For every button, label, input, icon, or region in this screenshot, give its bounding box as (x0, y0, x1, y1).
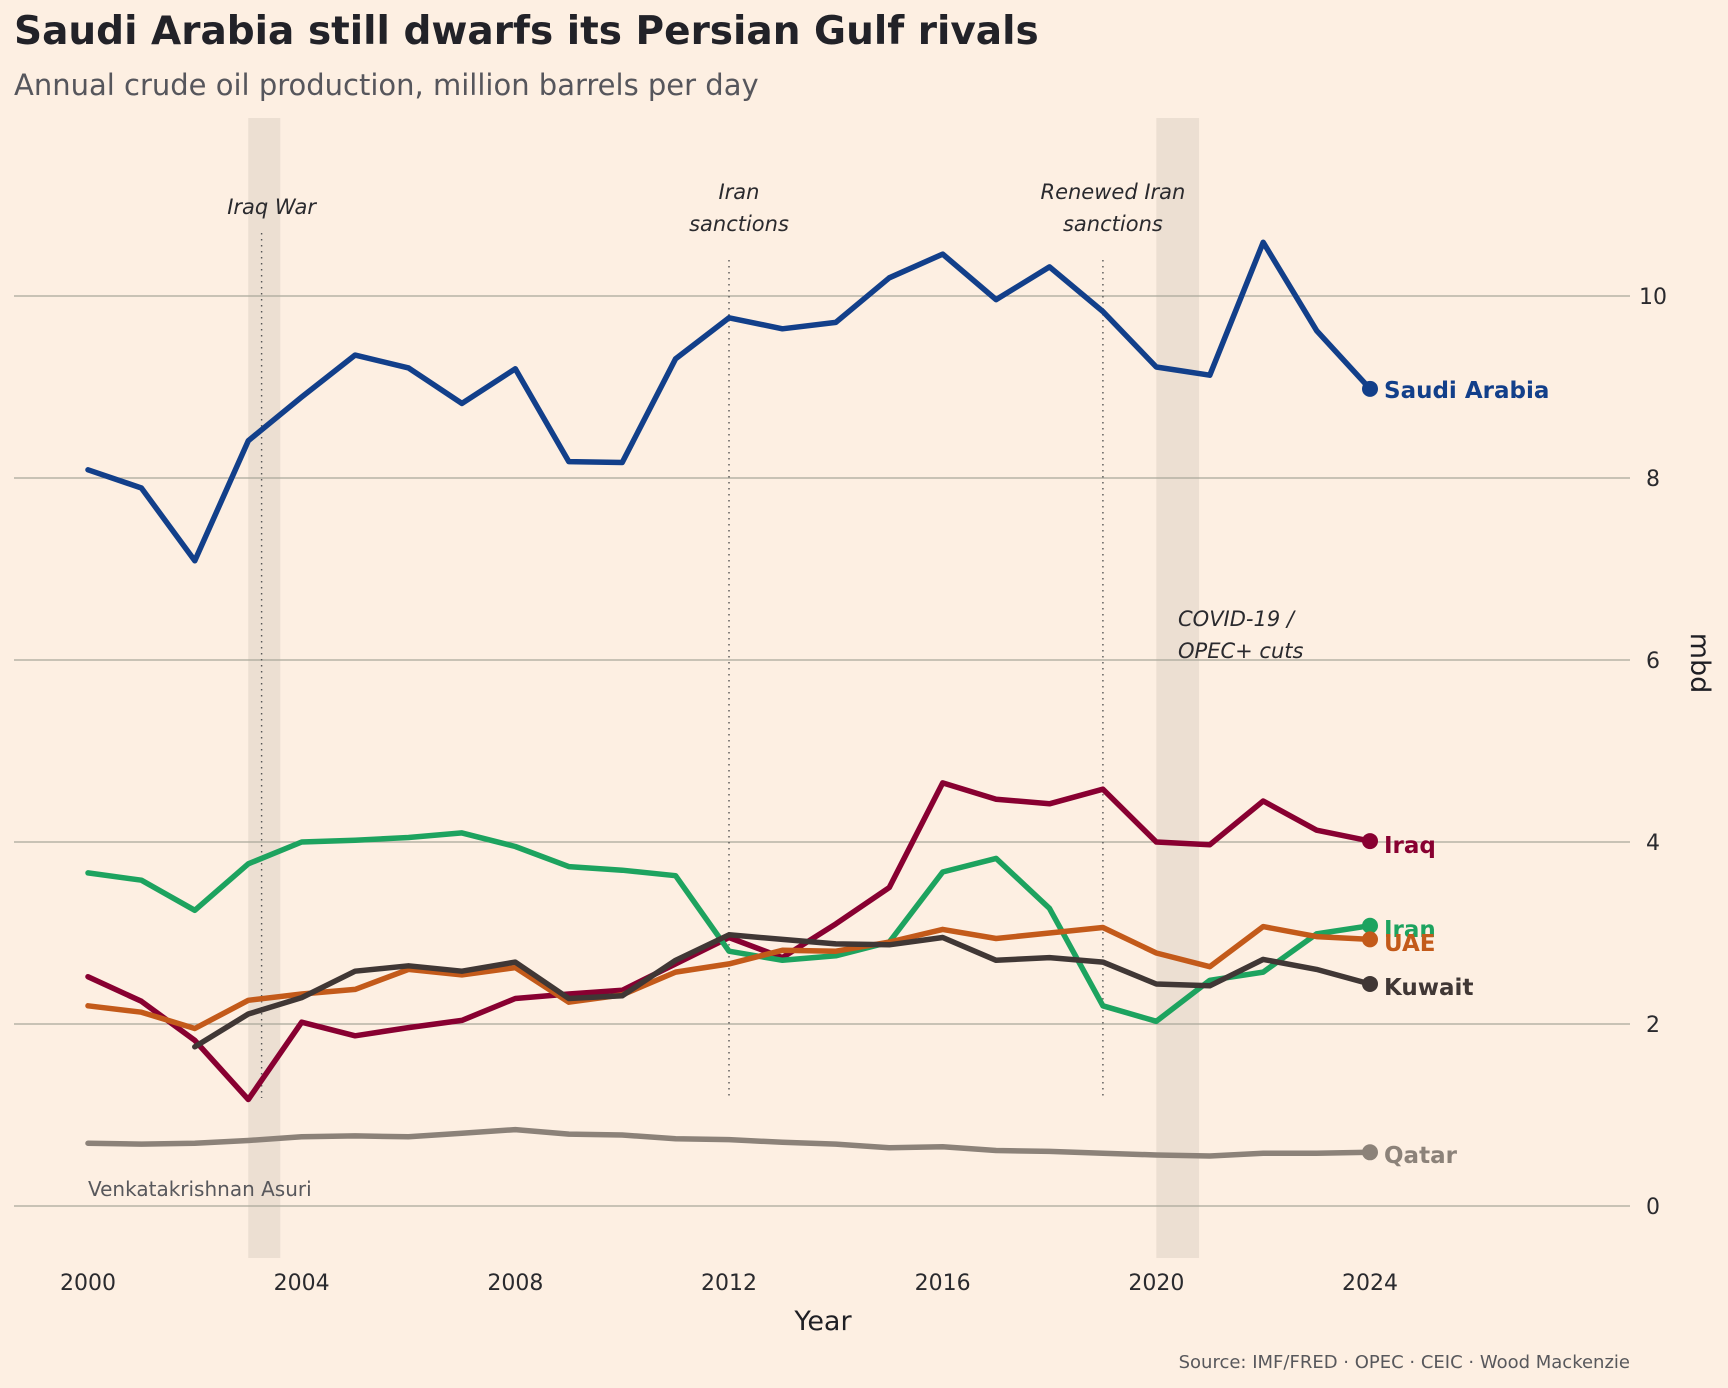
end-marker-qatar (1362, 1144, 1378, 1161)
shaded-period-label-1: COVID-19 /OPEC+ cuts (1178, 607, 1303, 663)
x-tick-label-2008: 2008 (487, 1271, 543, 1296)
y-tick-label-10: 10 (1639, 285, 1667, 310)
x-tick-label-2012: 2012 (701, 1271, 757, 1296)
chart-title: Saudi Arabia still dwarfs its Persian Gu… (14, 9, 1039, 54)
end-marker-saudi-arabia (1362, 380, 1378, 397)
series-label-uae: UAE (1384, 931, 1435, 957)
y-tick-label-4: 4 (1646, 831, 1660, 856)
y-tick-label-8: 8 (1646, 467, 1660, 492)
end-marker-iraq (1362, 833, 1378, 850)
end-marker-iran (1362, 917, 1378, 934)
source-note: Source: IMF/FRED · OPEC · CEIC · Wood Ma… (1179, 1352, 1630, 1373)
series-label-iraq: Iraq (1384, 833, 1436, 859)
series-line-kuwait (192, 932, 1373, 1050)
x-axis-title: Year (793, 1306, 852, 1337)
x-tick-label-2016: 2016 (915, 1271, 971, 1296)
series-label-qatar: Qatar (1384, 1143, 1458, 1169)
series-line-uae (85, 923, 1373, 1032)
series-label-iran: Iran (1384, 917, 1436, 943)
event-label-0: Iraq War (227, 195, 317, 219)
series-line-qatar (85, 1126, 1373, 1159)
y-tick-label-0: 0 (1646, 1195, 1660, 1220)
end-marker-uae (1362, 931, 1378, 948)
x-tick-label-2020: 2020 (1128, 1271, 1184, 1296)
x-tick-label-2004: 2004 (274, 1271, 330, 1296)
shaded-period-1 (1156, 118, 1200, 1258)
y-axis-title: mbd (1684, 633, 1715, 694)
credit: Venkatakrishnan Asuri (88, 1177, 312, 1201)
series-label-kuwait: Kuwait (1384, 975, 1473, 1001)
x-tick-label-2000: 2000 (60, 1271, 116, 1296)
event-label-2: Renewed Iran sanctions (1040, 180, 1185, 236)
chart-subtitle: Annual crude oil production, million bar… (14, 68, 759, 102)
y-tick-label-2: 2 (1646, 1013, 1660, 1038)
end-marker-kuwait (1362, 975, 1378, 992)
y-tick-label-6: 6 (1646, 649, 1660, 674)
series-line-saudi-arabia (85, 239, 1373, 564)
event-label-1: Iran sanctions (689, 180, 789, 236)
series-label-saudi-arabia: Saudi Arabia (1384, 378, 1549, 404)
shaded-period-0 (248, 118, 281, 1258)
x-tick-label-2024: 2024 (1342, 1271, 1398, 1296)
series-line-iran (85, 830, 1373, 1025)
